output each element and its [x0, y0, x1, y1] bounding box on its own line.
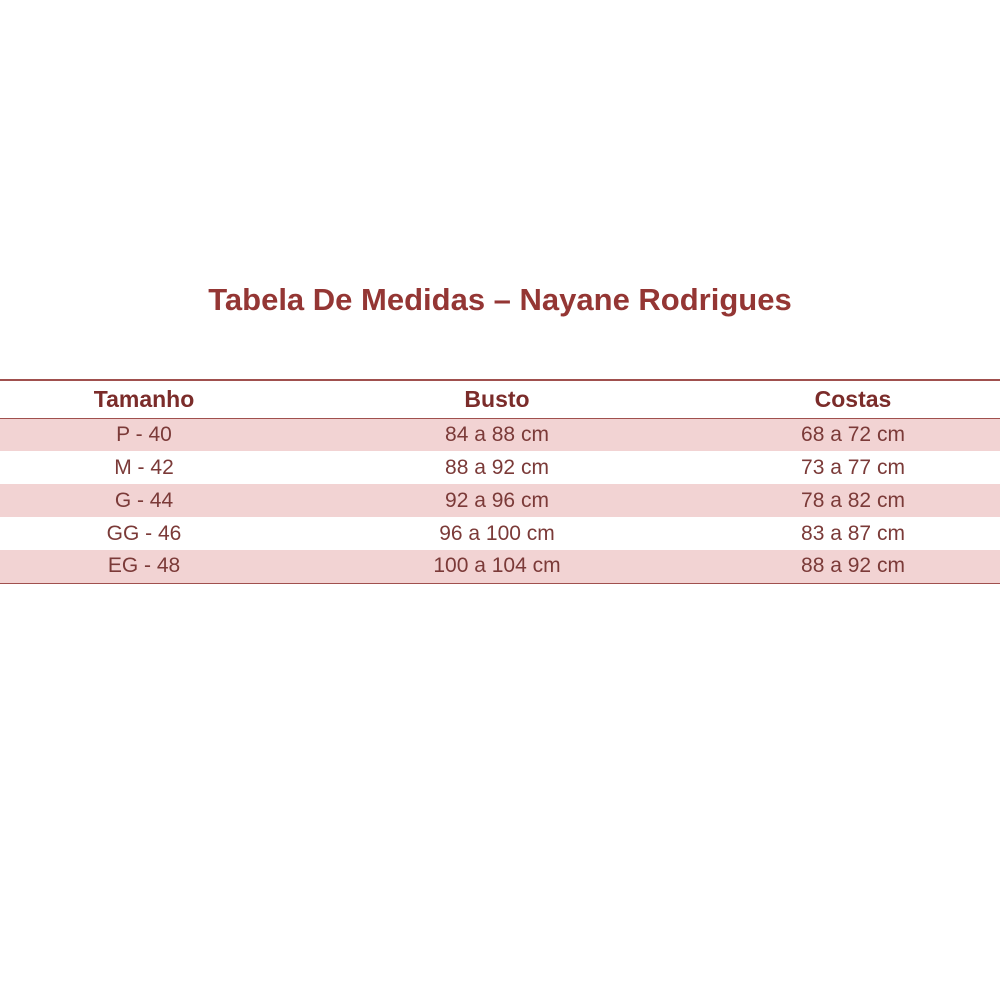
size-cell: GG - 46	[106, 521, 182, 545]
size-cell: M - 42	[114, 455, 174, 479]
column-header-back: Costas	[814, 385, 892, 412]
bust-cell: 100 a 104 cm	[433, 554, 561, 578]
bust-cell: 96 a 100 cm	[439, 521, 555, 545]
back-cell: 68 a 72 cm	[801, 422, 905, 446]
size-cell: EG - 48	[107, 554, 181, 578]
table-row: G - 44 92 a 96 cm 78 a 82 cm	[0, 484, 1000, 517]
bust-cell: 84 a 88 cm	[445, 422, 549, 446]
back-cell: 78 a 82 cm	[801, 488, 905, 512]
back-cell: 73 a 77 cm	[801, 455, 905, 479]
size-cell: P - 40	[116, 422, 172, 446]
bust-cell: 88 a 92 cm	[445, 455, 549, 479]
page-title: Tabela De Medidas – Nayane Rodrigues	[208, 282, 792, 317]
table-row: GG - 46 96 a 100 cm 83 a 87 cm	[0, 517, 1000, 550]
back-cell: 83 a 87 cm	[801, 521, 905, 545]
table-row: M - 42 88 a 92 cm 73 a 77 cm	[0, 451, 1000, 484]
table-row: EG - 48 100 a 104 cm 88 a 92 cm	[0, 550, 1000, 583]
table-header-row: Tamanho Busto Costas	[0, 380, 1000, 418]
column-header-size: Tamanho	[93, 385, 195, 412]
column-header-bust: Busto	[464, 385, 530, 412]
bust-cell: 92 a 96 cm	[445, 488, 549, 512]
size-cell: G - 44	[114, 488, 174, 512]
back-cell: 88 a 92 cm	[801, 554, 905, 578]
size-table: Tamanho Busto Costas P - 40 84 a 88 cm 68 …	[0, 379, 1000, 584]
table-row: P - 40 84 a 88 cm 68 a 72 cm	[0, 418, 1000, 451]
